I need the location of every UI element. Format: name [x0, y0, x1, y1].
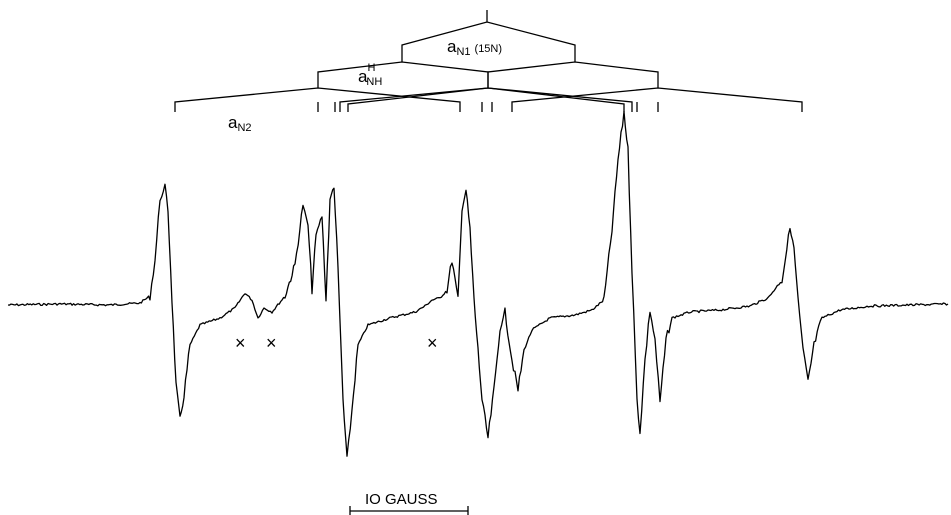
- impurity-markers: × × ×: [235, 333, 438, 353]
- label-a-n2: aN2: [228, 113, 252, 134]
- impurity-mark: ×: [427, 333, 438, 353]
- impurity-mark: ×: [235, 333, 246, 353]
- tree-level2-nh-right: [487, 61, 659, 88]
- esr-spectrum-trace: [7, 110, 949, 457]
- tree-level3-n2-d: [511, 87, 803, 112]
- tree-level3-n2-a: [174, 87, 461, 112]
- label-a-nh: aH NH: [358, 62, 382, 88]
- coupling-labels: aN1 (15N) aH NH aN2: [228, 37, 502, 134]
- tree-level2-nh-left: [317, 61, 489, 88]
- scale-bar-label: IO GAUSS: [365, 491, 438, 508]
- tree-level1-n1: [401, 21, 576, 62]
- splitting-tree: [174, 10, 803, 112]
- tree-level3-n2-c: [347, 87, 625, 112]
- scale-bar: IO GAUSS: [349, 491, 469, 515]
- label-a-n1: aN1 (15N): [447, 37, 502, 58]
- impurity-mark: ×: [266, 333, 277, 353]
